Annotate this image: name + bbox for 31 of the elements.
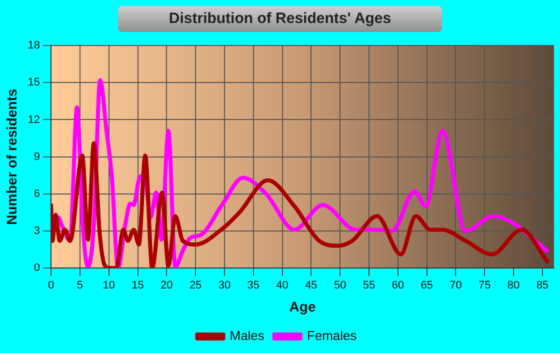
x-tick-label: 0 <box>48 280 54 292</box>
x-tick-label: 25 <box>189 280 202 292</box>
x-tick-label: 55 <box>362 280 376 292</box>
x-tick-label: 85 <box>536 280 549 292</box>
x-tick-label: 45 <box>305 280 318 292</box>
y-tick-label: 6 <box>34 188 40 200</box>
x-tick-label: 10 <box>102 280 115 292</box>
y-tick-label: 18 <box>28 40 40 52</box>
x-tick-label: 15 <box>132 280 144 292</box>
y-tick-label: 15 <box>28 76 40 89</box>
x-tick-label: 40 <box>276 280 288 292</box>
x-tick-label: 70 <box>450 280 462 292</box>
legend-label: Females <box>306 328 358 344</box>
x-tick-label: 75 <box>478 280 491 292</box>
x-tick-label: 30 <box>218 280 231 292</box>
x-axis-title: Age <box>289 298 316 314</box>
chart-title: Distribution of Residents' Ages <box>118 6 442 32</box>
x-tick-label: 60 <box>392 280 404 292</box>
x-tick-label: 50 <box>334 280 346 292</box>
y-axis-title: Number of residents <box>3 88 20 225</box>
x-tick-label: 35 <box>247 280 260 292</box>
y-tick-label: 3 <box>34 224 40 237</box>
x-tick-label: 65 <box>420 280 433 292</box>
legend-label: Males <box>230 328 265 344</box>
y-tick-label: 9 <box>34 150 40 163</box>
x-tick-label: 5 <box>76 280 84 292</box>
line-series <box>51 141 550 268</box>
y-tick-label: 12 <box>28 114 40 126</box>
x-tick-label: 20 <box>160 280 173 292</box>
x-tick-label: 80 <box>507 280 520 292</box>
y-tick-label: 0 <box>34 262 40 274</box>
